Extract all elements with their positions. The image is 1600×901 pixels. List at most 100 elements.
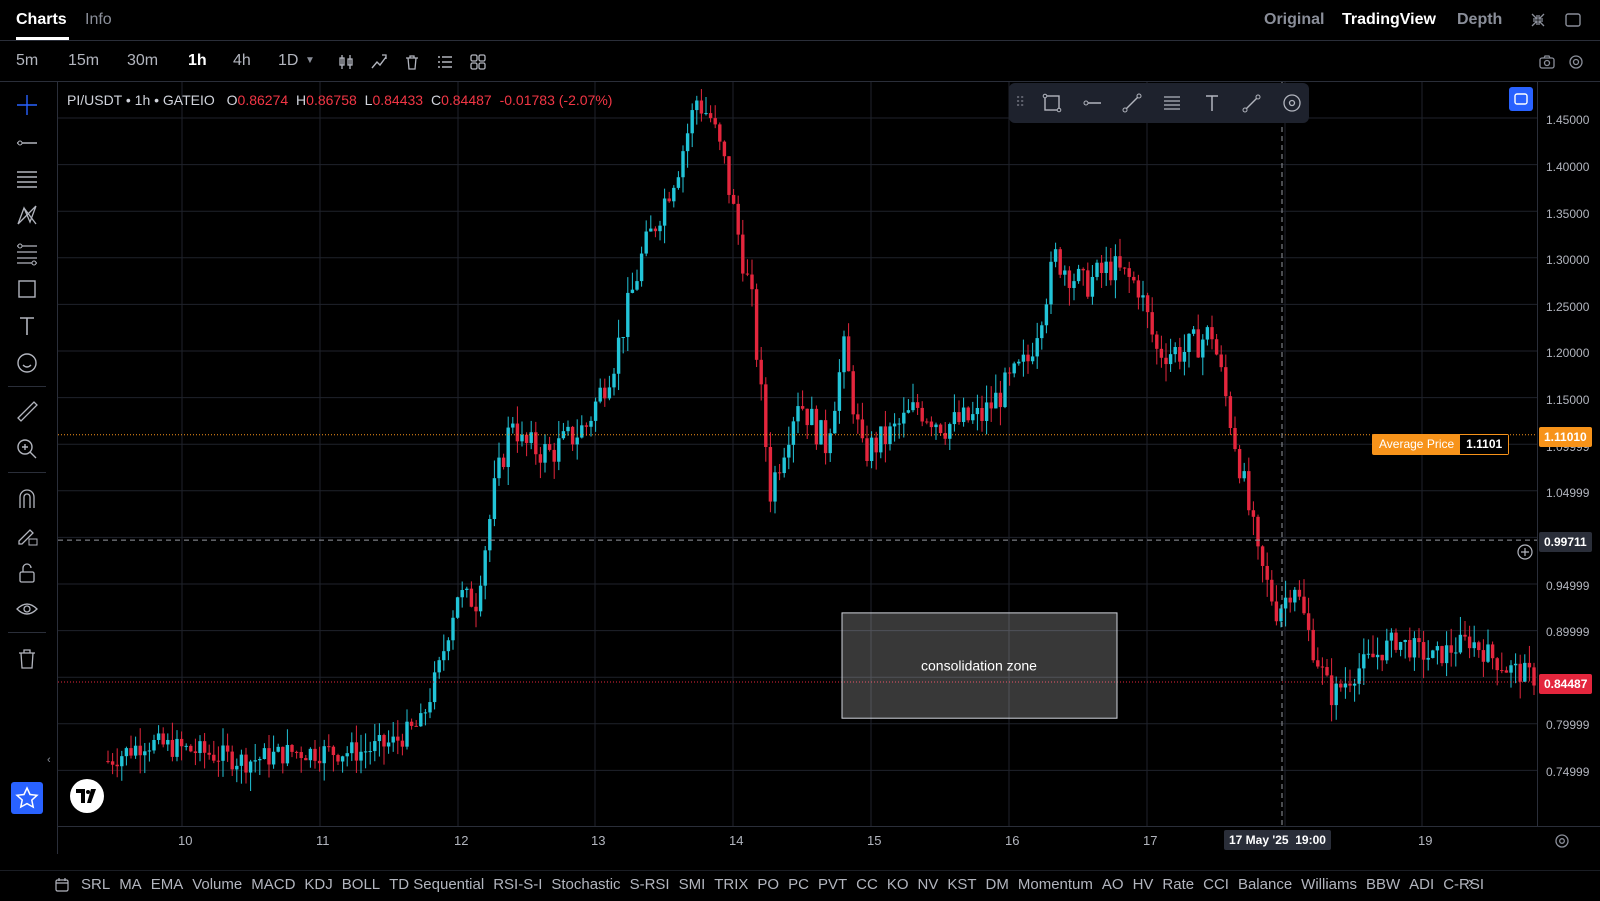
lock-icon[interactable] [14, 560, 40, 586]
list-icon[interactable] [436, 53, 454, 71]
indicator-rsi-s-i[interactable]: RSI-S-I [493, 876, 543, 893]
favorites-button[interactable] [11, 782, 43, 814]
timeframe-4h[interactable]: 4h [233, 52, 251, 69]
fib-icon[interactable] [14, 240, 40, 266]
settings-icon[interactable] [1567, 53, 1585, 71]
tradingview-logo[interactable] [70, 779, 104, 813]
window-icon[interactable] [1564, 12, 1582, 28]
timeframe-15m[interactable]: 15m [68, 52, 100, 69]
view-tradingview[interactable]: TradingView [1342, 11, 1436, 28]
collapse-icon[interactable] [1530, 12, 1546, 28]
tv-logo-icon [76, 789, 96, 803]
indicator-volume[interactable]: Volume [192, 876, 243, 893]
tab-info[interactable]: Info [85, 11, 112, 28]
indicator-cci[interactable]: CCI [1203, 876, 1229, 893]
candle-body [1021, 354, 1026, 362]
camera-icon[interactable] [1538, 53, 1556, 71]
timeframe-1h[interactable]: 1h [188, 52, 207, 69]
indicator-macd[interactable]: MACD [251, 876, 296, 893]
candle-body [428, 702, 432, 713]
add-alert-icon[interactable] [1515, 542, 1535, 562]
price-axis[interactable]: 1.45000 1.40000 1.35000 1.30000 1.25000 … [1537, 82, 1600, 826]
indicator-po[interactable]: PO [757, 876, 780, 893]
horizontal-ray-icon[interactable] [1081, 92, 1103, 114]
indicator-pvt[interactable]: PVT [817, 876, 848, 893]
candle-body [570, 426, 575, 445]
indicator-boll[interactable]: BOLL [341, 876, 381, 893]
emoji-icon[interactable] [14, 350, 40, 376]
candle-body [1219, 354, 1223, 368]
ruler-icon[interactable] [14, 398, 40, 424]
indicator-ao[interactable]: AO [1101, 876, 1124, 893]
indicator-c-rsi[interactable]: C-RSI [1443, 876, 1484, 893]
auto-scale-button[interactable] [1509, 87, 1533, 111]
candles-icon[interactable] [337, 53, 355, 71]
lock-drawing-icon[interactable] [14, 523, 40, 549]
magnet-icon[interactable] [14, 486, 40, 512]
parallel-lines-icon[interactable] [14, 166, 40, 192]
indicator-hv[interactable]: HV [1132, 876, 1154, 893]
settings-icon[interactable] [1281, 92, 1303, 114]
trash-icon[interactable] [14, 646, 40, 672]
indicator-smi[interactable]: SMI [678, 876, 706, 893]
zoom-icon[interactable] [14, 436, 40, 462]
indicator-bbw[interactable]: BBW [1366, 876, 1401, 893]
pattern-icon[interactable] [14, 202, 40, 228]
indicator-cc[interactable]: CC [856, 876, 878, 893]
indicator-stochastic[interactable]: Stochastic [551, 876, 621, 893]
candlestick-chart[interactable]: consolidation zone [58, 82, 1537, 826]
indicator-adi[interactable]: ADI [1409, 876, 1435, 893]
open-value: 0.86274 [237, 92, 289, 108]
indicator-kdj[interactable]: KDJ [304, 876, 333, 893]
eye-icon[interactable] [14, 596, 40, 622]
indicator-pc[interactable]: PC [788, 876, 809, 893]
chevron-right-icon[interactable]: › [1468, 874, 1474, 891]
indicator-s-rsi[interactable]: S-RSI [629, 876, 670, 893]
indicators-icon[interactable] [370, 53, 388, 71]
collapse-panel-icon[interactable]: ‹ [47, 754, 51, 766]
indicator-ma[interactable]: MA [119, 876, 142, 893]
candle-body [359, 751, 363, 761]
indicator-dm[interactable]: DM [985, 876, 1009, 893]
candle-body [170, 739, 175, 757]
chevron-down-icon[interactable]: ▼ [305, 55, 315, 66]
crosshair-icon[interactable] [14, 92, 40, 118]
brush-icon[interactable] [1241, 92, 1263, 114]
indicator-balance[interactable]: Balance [1237, 876, 1293, 893]
view-depth[interactable]: Depth [1457, 11, 1503, 28]
view-original[interactable]: Original [1264, 11, 1325, 28]
indicator-nv[interactable]: NV [917, 876, 939, 893]
indicator-kst[interactable]: KST [947, 876, 977, 893]
text-icon[interactable] [1201, 92, 1223, 114]
delete-icon[interactable] [403, 53, 421, 71]
calendar-icon[interactable] [54, 877, 70, 893]
candle-body [846, 336, 851, 372]
horizontal-line-icon[interactable] [14, 130, 40, 156]
indicator-williams[interactable]: Williams [1301, 876, 1357, 893]
chart-canvas[interactable]: consolidation zone [58, 82, 1537, 826]
layout-grid-icon[interactable] [469, 53, 487, 71]
indicator-rate[interactable]: Rate [1162, 876, 1195, 893]
timeframe-30m[interactable]: 30m [127, 52, 159, 69]
trend-line-icon[interactable] [1121, 92, 1143, 114]
indicator-ema[interactable]: EMA [150, 876, 184, 893]
candle-body [1122, 267, 1127, 269]
rectangle-icon[interactable] [14, 276, 40, 302]
text-icon[interactable] [14, 313, 40, 339]
indicator-srl[interactable]: SRL [81, 876, 111, 893]
timeframe-1d[interactable]: 1D [278, 52, 299, 69]
indicator-ko[interactable]: KO [886, 876, 909, 893]
rectangle-icon[interactable] [1041, 92, 1063, 114]
indicator-td-sequential[interactable]: TD Sequential [389, 876, 485, 893]
indicator-trix[interactable]: TRIX [714, 876, 749, 893]
time-axis[interactable]: 10 11 12 13 14 15 16 17 19 17 May '25 19… [58, 826, 1600, 855]
candle-body [860, 419, 865, 439]
settings-icon[interactable] [1553, 832, 1571, 850]
fib-retracement-icon[interactable] [1161, 92, 1183, 114]
average-price-badge[interactable]: Average Price 1.1101 [1372, 434, 1510, 455]
candle-body [575, 437, 579, 445]
drag-handle-icon[interactable]: ⠿ [1015, 94, 1026, 110]
indicator-momentum[interactable]: Momentum [1017, 876, 1093, 893]
tab-charts[interactable]: Charts [16, 11, 67, 28]
timeframe-5m[interactable]: 5m [16, 52, 39, 69]
